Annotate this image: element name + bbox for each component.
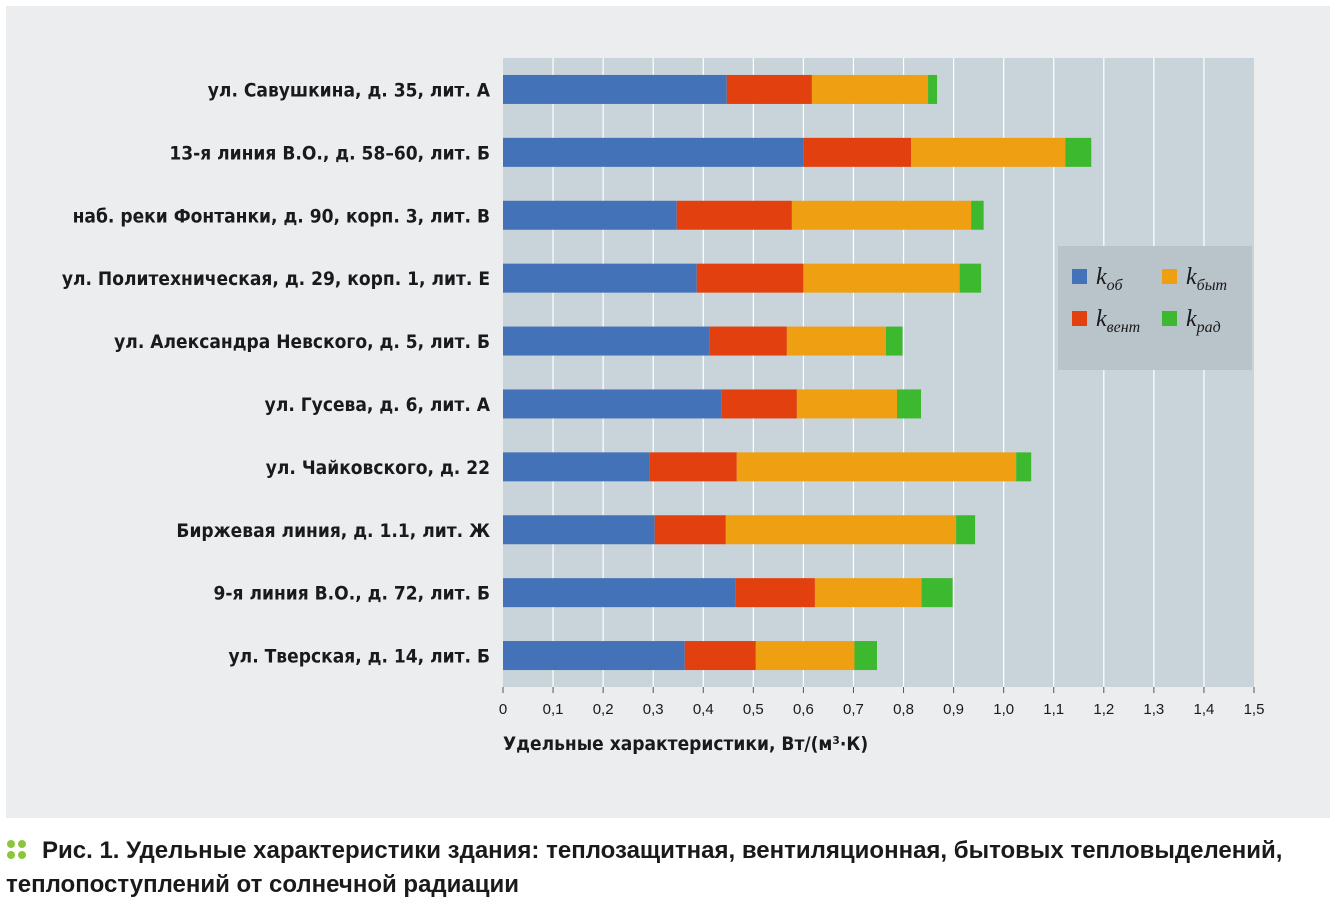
x-tick-label: 0,8 xyxy=(893,701,914,718)
figure-caption: Рис. 1. Удельные характеристики здания: … xyxy=(6,834,1332,902)
x-tick-label: 0,9 xyxy=(943,701,964,718)
bar-segment-вент xyxy=(676,200,792,230)
bar-segment-об xyxy=(503,515,655,545)
legend-swatch-быт xyxy=(1162,269,1177,284)
x-tick-label: 0,1 xyxy=(543,701,564,718)
bar-segment-быт xyxy=(803,263,960,293)
bar-segment-рад xyxy=(854,641,877,671)
bar-segment-вент xyxy=(709,326,787,356)
category-label: 13-я линия В.О., д. 58–60, лит. Б xyxy=(169,142,490,164)
x-tick-labels: 0 0,1 0,2 0,3 0,4 0,5 0,6 0,7 0,8 0,9 1,0 1,1 1,2 1,3… xyxy=(499,701,1265,718)
bar-segment-быт xyxy=(911,137,1066,167)
bar-segment-быт xyxy=(796,389,898,419)
x-tick-label: 0,7 xyxy=(843,701,864,718)
x-tick-label: 0,4 xyxy=(693,701,714,718)
x-tick-label: 1,5 xyxy=(1244,701,1265,718)
caption-prefix: Рис. 1. xyxy=(42,837,120,864)
legend-label-быт: kбыт xyxy=(1186,264,1227,294)
category-labels: ул. Савушкина, д. 35, лит. А 13-я линия В… xyxy=(62,79,491,667)
bar-segment-вент xyxy=(684,641,756,671)
bar-segment-быт xyxy=(786,326,887,356)
caption-dots-icon xyxy=(7,839,26,859)
bar-segment-рад xyxy=(1065,137,1092,167)
x-tick-label: 1,3 xyxy=(1143,701,1164,718)
bar-segment-вент xyxy=(649,452,737,482)
bar-segment-об xyxy=(503,578,736,608)
category-label: ул. Александра Невского, д. 5, лит. Б xyxy=(114,331,490,353)
category-label: ул. Чайковского, д. 22 xyxy=(266,457,490,479)
x-axis-title: Удельные характеристики, Вт/(м³·К) xyxy=(503,733,868,755)
bar-segment-об xyxy=(503,452,650,482)
bar-segment-быт xyxy=(791,200,972,230)
legend-swatch-вент xyxy=(1072,311,1087,326)
bar-segment-об xyxy=(503,263,697,293)
bars xyxy=(503,74,1092,671)
bar-segment-быт xyxy=(725,515,957,545)
bar-segment-рад xyxy=(1016,452,1032,482)
bar-segment-рад xyxy=(959,263,982,293)
legend-swatch-рад xyxy=(1162,311,1177,326)
category-label: наб. реки Фонтанки, д. 90, корп. 3, лит.… xyxy=(73,205,490,227)
x-tick-label: 1,2 xyxy=(1093,701,1114,718)
bar-segment-быт xyxy=(736,452,1017,482)
x-tick-label: 0,2 xyxy=(593,701,614,718)
bar-segment-быт xyxy=(755,641,855,671)
bar-segment-вент xyxy=(721,389,797,419)
bar-segment-об xyxy=(503,137,804,167)
bar-segment-об xyxy=(503,389,722,419)
stacked-bar-chart: ул. Савушкина, д. 35, лит. А 13-я линия В… xyxy=(62,58,1265,755)
category-label: Биржевая линия, д. 1.1, лит. Ж xyxy=(176,520,490,542)
bar-segment-рад xyxy=(897,389,922,419)
bar-segment-быт xyxy=(811,74,929,104)
bar-segment-рад xyxy=(886,326,903,356)
bar-segment-об xyxy=(503,326,710,356)
bar-segment-рад xyxy=(956,515,976,545)
bar-segment-об xyxy=(503,641,685,671)
x-tick-label: 0,3 xyxy=(643,701,664,718)
category-label: ул. Савушкина, д. 35, лит. А xyxy=(208,79,491,101)
bar-segment-быт xyxy=(814,578,922,608)
bar-segment-вент xyxy=(696,263,804,293)
x-tick-label: 0,5 xyxy=(743,701,764,718)
bar-segment-вент xyxy=(726,74,812,104)
x-tick-label: 1,4 xyxy=(1194,701,1215,718)
category-label: ул. Тверская, д. 14, лит. Б xyxy=(229,646,490,668)
bar-segment-вент xyxy=(654,515,726,545)
category-label: ул. Гусева, д. 6, лит. А xyxy=(265,394,491,416)
legend-swatch-об xyxy=(1072,269,1087,284)
bar-segment-вент xyxy=(803,137,912,167)
x-tick-label: 1,1 xyxy=(1043,701,1064,718)
x-tick-label: 1,0 xyxy=(993,701,1014,718)
bar-segment-рад xyxy=(928,74,938,104)
bar-segment-об xyxy=(503,200,677,230)
bar-segment-рад xyxy=(921,578,953,608)
bar-segment-вент xyxy=(735,578,815,608)
x-tick-label: 0 xyxy=(499,701,507,718)
bar-segment-рад xyxy=(971,200,984,230)
chart-panel: ул. Савушкина, д. 35, лит. А 13-я линия В… xyxy=(6,6,1330,818)
caption-text: Удельные характеристики здания: теплозащ… xyxy=(6,837,1283,898)
category-label: 9-я линия В.О., д. 72, лит. Б xyxy=(214,583,490,605)
x-tick-label: 0,6 xyxy=(793,701,814,718)
category-label: ул. Политехническая, д. 29, корп. 1, лит… xyxy=(62,268,490,290)
bar-segment-об xyxy=(503,74,727,104)
legend-box xyxy=(1058,246,1252,370)
